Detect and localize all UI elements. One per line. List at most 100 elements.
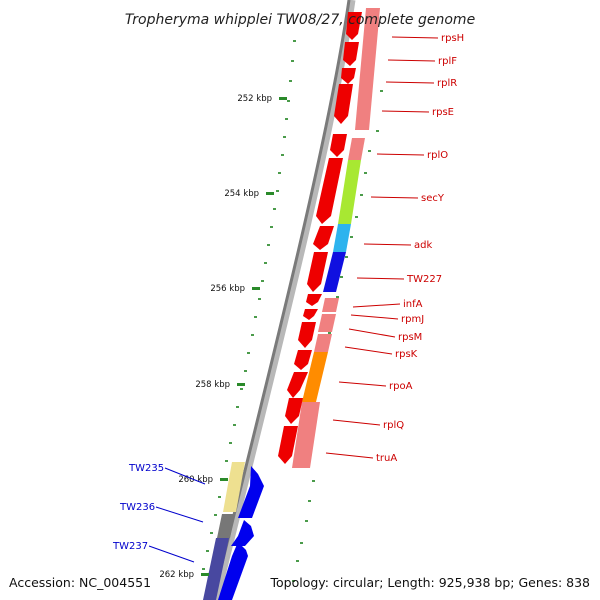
gene-arrow-rpsH[interactable] (346, 12, 362, 40)
gc-dot (210, 532, 213, 534)
gene-leader-line (356, 277, 405, 280)
gene-arrow-rpsE[interactable] (334, 84, 353, 124)
gene-leader-line (352, 303, 401, 308)
gene-arrow-secY[interactable] (316, 158, 343, 224)
gene-arrow-rplF[interactable] (343, 42, 359, 66)
cds-block-rpoA (302, 352, 328, 402)
gene-leader-line (387, 59, 436, 62)
gene-leader-line (376, 153, 425, 156)
gene-label-infA[interactable]: infA (403, 299, 423, 310)
kbp-label: 262 kbp (159, 570, 194, 580)
gc-dot (376, 130, 379, 132)
gene-leader-line (164, 467, 206, 485)
gc-dot (292, 580, 295, 582)
gc-dot (278, 172, 281, 174)
gc-dot (281, 154, 284, 156)
gene-arrow-adk[interactable] (313, 226, 334, 250)
gene-label-TW236[interactable]: TW236 (119, 502, 155, 513)
cds-block-TW237 (203, 538, 229, 600)
cds-block-rpsM (314, 334, 332, 352)
kbp-tick (220, 478, 228, 481)
gc-dot (285, 118, 288, 120)
gene-arrow-rpmJ[interactable] (303, 309, 318, 320)
gc-dot (236, 406, 239, 408)
gene-arrow-TW237[interactable] (218, 542, 248, 600)
gene-label-TW227[interactable]: TW227 (406, 274, 442, 285)
gc-dot (264, 262, 267, 264)
gene-arrows-forward (218, 466, 264, 600)
cds-track-outer (203, 8, 380, 600)
gene-label-rplF[interactable]: rplF (438, 56, 457, 67)
gene-arrow-TW236[interactable] (231, 520, 254, 546)
kbp-tick (279, 97, 287, 100)
gc-dot (225, 460, 228, 462)
genome-summary: Topology: circular; Length: 925,938 bp; … (270, 575, 591, 590)
cds-block-TW235 (223, 462, 245, 512)
gene-label-rplR[interactable]: rplR (437, 78, 457, 89)
genome-title: Tropheryma whipplei TW08/27, complete ge… (125, 12, 475, 28)
gc-dot (336, 296, 339, 298)
gc-dot (258, 298, 261, 300)
gc-dot (368, 150, 371, 152)
gene-arrows-reverse (278, 12, 362, 464)
gene-arrow-rpoA[interactable] (287, 372, 308, 398)
gc-dot (229, 442, 232, 444)
gc-dot (273, 208, 276, 210)
cds-block-rpmJ (318, 314, 336, 332)
gene-label-rplO[interactable]: rplO (427, 150, 448, 161)
kbp-label: 252 kbp (237, 94, 272, 104)
gene-label-rpoA[interactable]: rpoA (389, 381, 413, 392)
gc-dot (214, 514, 217, 516)
gene-label-rpsM[interactable]: rpsM (398, 332, 422, 343)
gc-dot (380, 90, 383, 92)
gene-leader-line (148, 545, 195, 563)
gene-arrow-TW235[interactable] (238, 466, 264, 518)
gene-leader-line (370, 196, 419, 199)
gc-dot (345, 256, 348, 258)
gene-arrow-truA[interactable] (278, 426, 298, 464)
gene-leader-line (381, 110, 430, 113)
gene-arrow-rpsK[interactable] (294, 350, 312, 370)
gene-leader-line (344, 346, 393, 355)
gene-arrow-rplO[interactable] (330, 134, 347, 157)
kbp-tick (201, 573, 209, 576)
accession-text: Accession: NC_004551 (9, 575, 151, 590)
gc-dot (254, 316, 257, 318)
gene-label-secY[interactable]: secY (421, 193, 445, 204)
gc-dot (308, 500, 311, 502)
gc-dot (251, 334, 254, 336)
gc-dot (350, 236, 353, 238)
gc-dot (218, 496, 221, 498)
gene-label-TW237[interactable]: TW237 (112, 541, 148, 552)
cds-block-secY (338, 160, 361, 224)
gc-dot (364, 172, 367, 174)
gene-arrow-rplR[interactable] (341, 68, 356, 84)
cds-block-rplQ (292, 402, 320, 468)
gene-arrow-rplQ[interactable] (285, 398, 303, 424)
gene-leader-line (332, 419, 381, 426)
gene-label-rpsE[interactable]: rpsE (432, 107, 454, 118)
gene-label-adk[interactable]: adk (414, 240, 432, 251)
cds-block-TW227 (323, 252, 346, 292)
gc-dot (206, 550, 209, 552)
gene-label-rpmJ[interactable]: rpmJ (401, 314, 424, 325)
cds-block-rps (355, 8, 380, 130)
gc-dot (328, 332, 331, 334)
kbp-tick (252, 287, 260, 290)
gene-label-rpsH[interactable]: rpsH (441, 33, 464, 44)
gene-label-rplQ[interactable]: rplQ (383, 420, 404, 431)
gene-arrow-TW227[interactable] (307, 252, 328, 292)
gene-arrow-infA[interactable] (306, 294, 322, 306)
gc-dot (291, 60, 294, 62)
gene-arrow-rpsM[interactable] (298, 322, 316, 348)
gene-label-truA[interactable]: truA (376, 453, 397, 464)
gc-dot (283, 136, 286, 138)
cds-block-infA (322, 298, 339, 312)
gc-dot (267, 244, 270, 246)
gc-dot (305, 520, 308, 522)
gene-leader-line (338, 381, 387, 387)
kbp-label: 254 kbp (224, 189, 259, 199)
gene-leader-line (391, 36, 439, 39)
gene-label-TW235[interactable]: TW235 (128, 463, 164, 474)
gene-label-rpsK[interactable]: rpsK (395, 349, 418, 360)
